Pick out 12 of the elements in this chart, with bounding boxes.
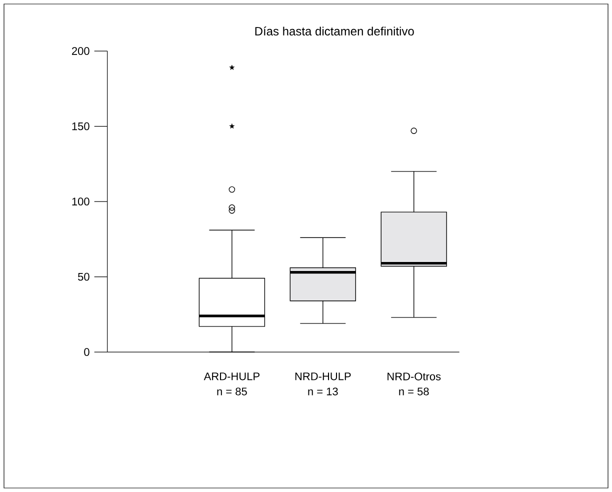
y-tick-label: 150	[72, 122, 90, 130]
y-tick-label: 100	[72, 198, 90, 206]
text: n = 13	[308, 388, 338, 396]
y-tick-label: 50	[78, 272, 90, 281]
text: n = 85	[217, 388, 247, 396]
chart-title: Días hasta dictamen definitivo	[255, 26, 414, 36]
text: n = 58	[399, 388, 429, 396]
x-tick-label: NRD-HULP	[295, 372, 351, 380]
x-tick-label: NRD-Otros	[388, 372, 441, 380]
y-tick-label: 200	[72, 47, 90, 55]
y-tick-label: 0	[84, 348, 90, 356]
x-tick-label: ARD-HULP	[204, 372, 260, 380]
